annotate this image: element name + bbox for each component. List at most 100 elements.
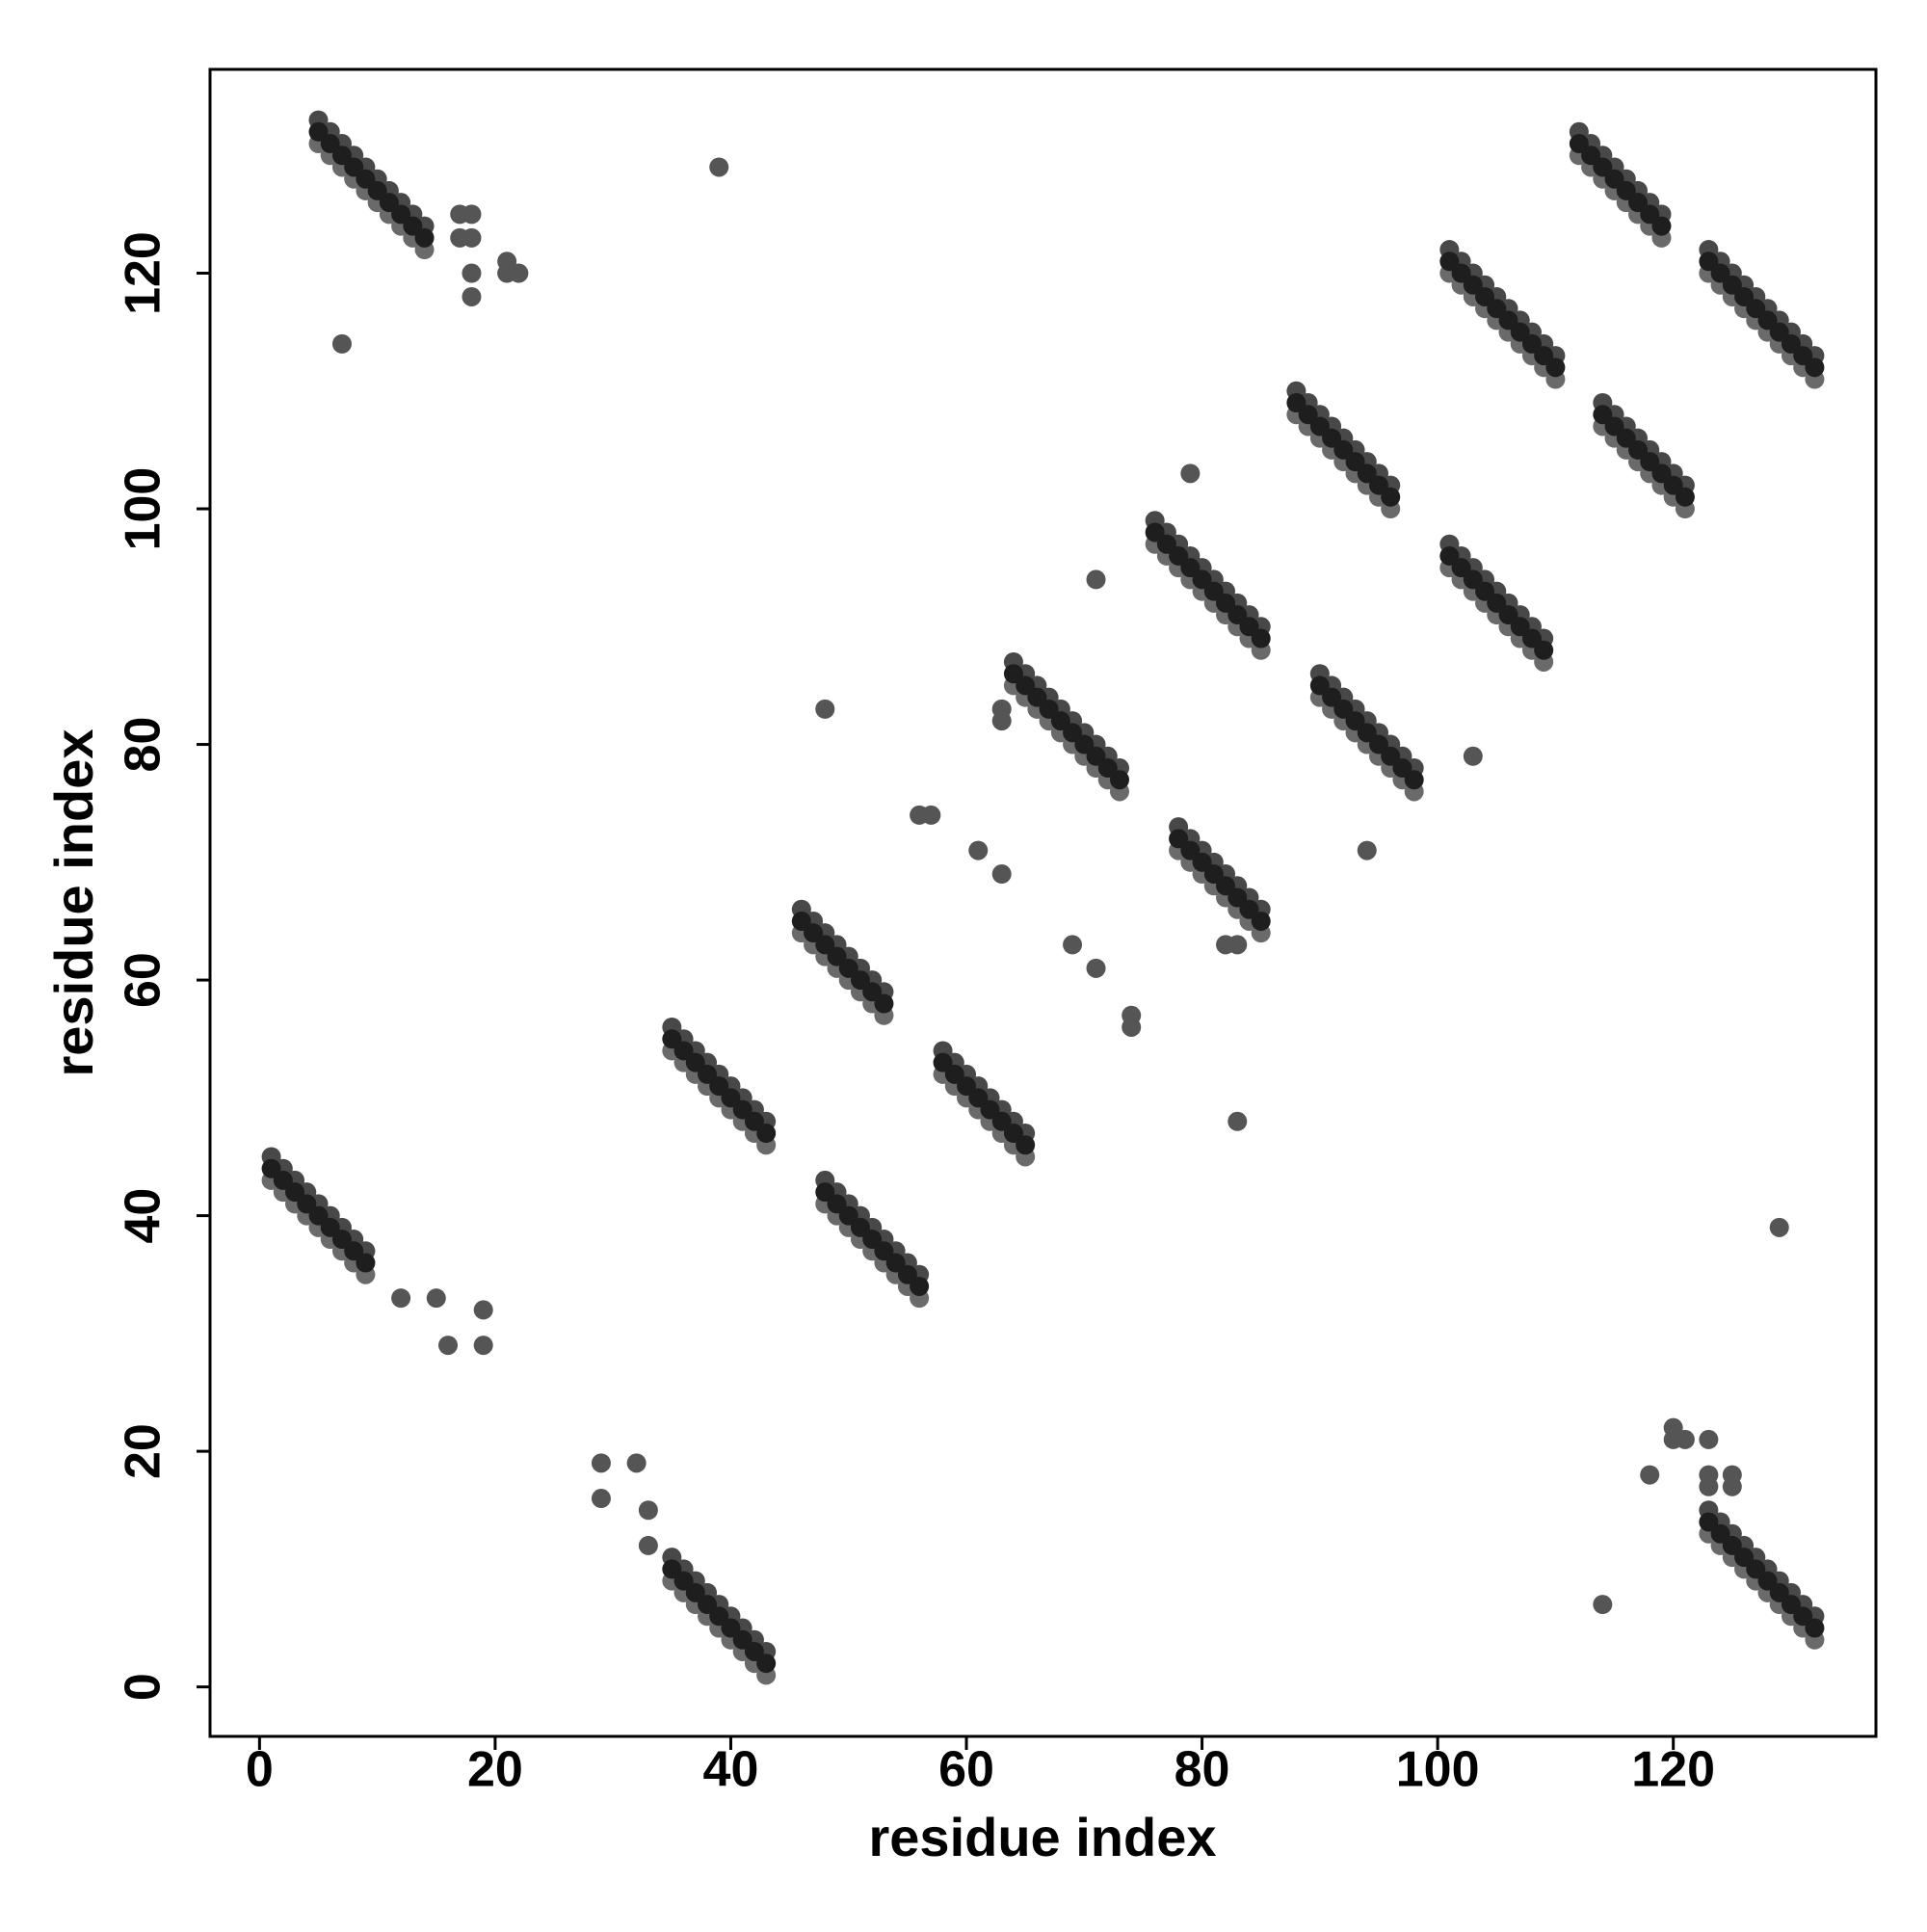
point — [273, 1170, 293, 1190]
point — [591, 1489, 611, 1509]
x-axis-title: residue index — [868, 1807, 1216, 1867]
point — [838, 958, 858, 978]
y-tick-label: 0 — [116, 1673, 172, 1701]
point — [1593, 157, 1613, 177]
point — [591, 1453, 611, 1473]
point — [473, 1300, 493, 1320]
point — [1581, 146, 1601, 166]
point — [921, 805, 941, 825]
point — [838, 1205, 858, 1226]
point — [1545, 357, 1566, 378]
point — [356, 1253, 376, 1273]
point — [897, 1264, 917, 1284]
point — [509, 263, 529, 283]
point — [1322, 687, 1342, 707]
point — [462, 227, 482, 248]
point — [1180, 840, 1201, 860]
point — [1192, 852, 1212, 872]
point — [957, 1076, 977, 1097]
point — [1628, 439, 1648, 460]
point — [1510, 322, 1530, 342]
point — [1016, 1135, 1036, 1155]
point — [1345, 452, 1365, 472]
point — [1180, 558, 1201, 578]
point — [1086, 958, 1106, 978]
point — [1227, 605, 1248, 625]
point — [804, 923, 824, 943]
point — [1734, 1548, 1755, 1568]
point — [1699, 1512, 1719, 1532]
point — [1003, 1124, 1023, 1144]
point — [367, 180, 387, 200]
point — [308, 1205, 329, 1226]
point — [1203, 581, 1224, 601]
point — [756, 1124, 777, 1144]
point — [1357, 723, 1377, 743]
point — [1169, 545, 1189, 566]
x-tick-label: 100 — [1396, 1742, 1480, 1798]
point — [1793, 346, 1813, 366]
point — [1475, 286, 1495, 306]
point — [673, 1041, 694, 1061]
point — [673, 1571, 694, 1591]
point — [1521, 628, 1542, 648]
point — [1675, 1429, 1695, 1449]
point — [1640, 204, 1660, 225]
point — [297, 1194, 317, 1214]
point — [850, 970, 870, 991]
point — [1651, 463, 1672, 484]
point — [1451, 263, 1471, 283]
point — [1439, 545, 1460, 566]
point — [1074, 734, 1095, 754]
x-tick-label: 80 — [1175, 1742, 1230, 1798]
point — [862, 1230, 883, 1250]
point — [1604, 169, 1624, 189]
point — [1510, 617, 1530, 637]
point — [1063, 935, 1083, 955]
point — [1145, 522, 1165, 543]
point — [944, 1064, 964, 1084]
point — [1699, 1429, 1719, 1449]
point — [698, 1595, 718, 1615]
point — [1227, 1111, 1248, 1131]
point — [1675, 487, 1695, 507]
point — [1757, 1571, 1778, 1591]
point — [791, 911, 811, 931]
point — [1757, 310, 1778, 331]
y-tick-label: 120 — [116, 231, 172, 315]
point — [1569, 134, 1589, 154]
point — [815, 699, 835, 719]
point — [1463, 275, 1483, 295]
point — [1699, 251, 1719, 272]
point — [1039, 699, 1059, 719]
point — [1663, 475, 1683, 495]
point — [1027, 687, 1047, 707]
point — [1333, 439, 1354, 460]
point — [1063, 723, 1083, 743]
point — [1805, 1618, 1825, 1638]
point — [1216, 876, 1236, 896]
point — [1463, 569, 1483, 590]
point — [1640, 1465, 1660, 1485]
y-tick-label: 60 — [116, 952, 172, 1008]
point — [1156, 534, 1176, 554]
point — [1487, 299, 1507, 319]
point — [991, 711, 1012, 731]
point — [1286, 393, 1307, 412]
point — [685, 1052, 705, 1072]
point — [827, 1194, 847, 1214]
point — [662, 1559, 682, 1579]
point — [756, 1654, 777, 1674]
point — [709, 1606, 729, 1627]
point — [1793, 1606, 1813, 1627]
point — [1769, 1582, 1789, 1602]
point — [1604, 416, 1624, 437]
point — [1251, 628, 1271, 648]
point — [285, 1182, 305, 1203]
point — [968, 1088, 989, 1108]
point — [1710, 263, 1730, 283]
point — [1616, 180, 1636, 200]
point — [1251, 911, 1271, 931]
point — [1451, 558, 1471, 578]
